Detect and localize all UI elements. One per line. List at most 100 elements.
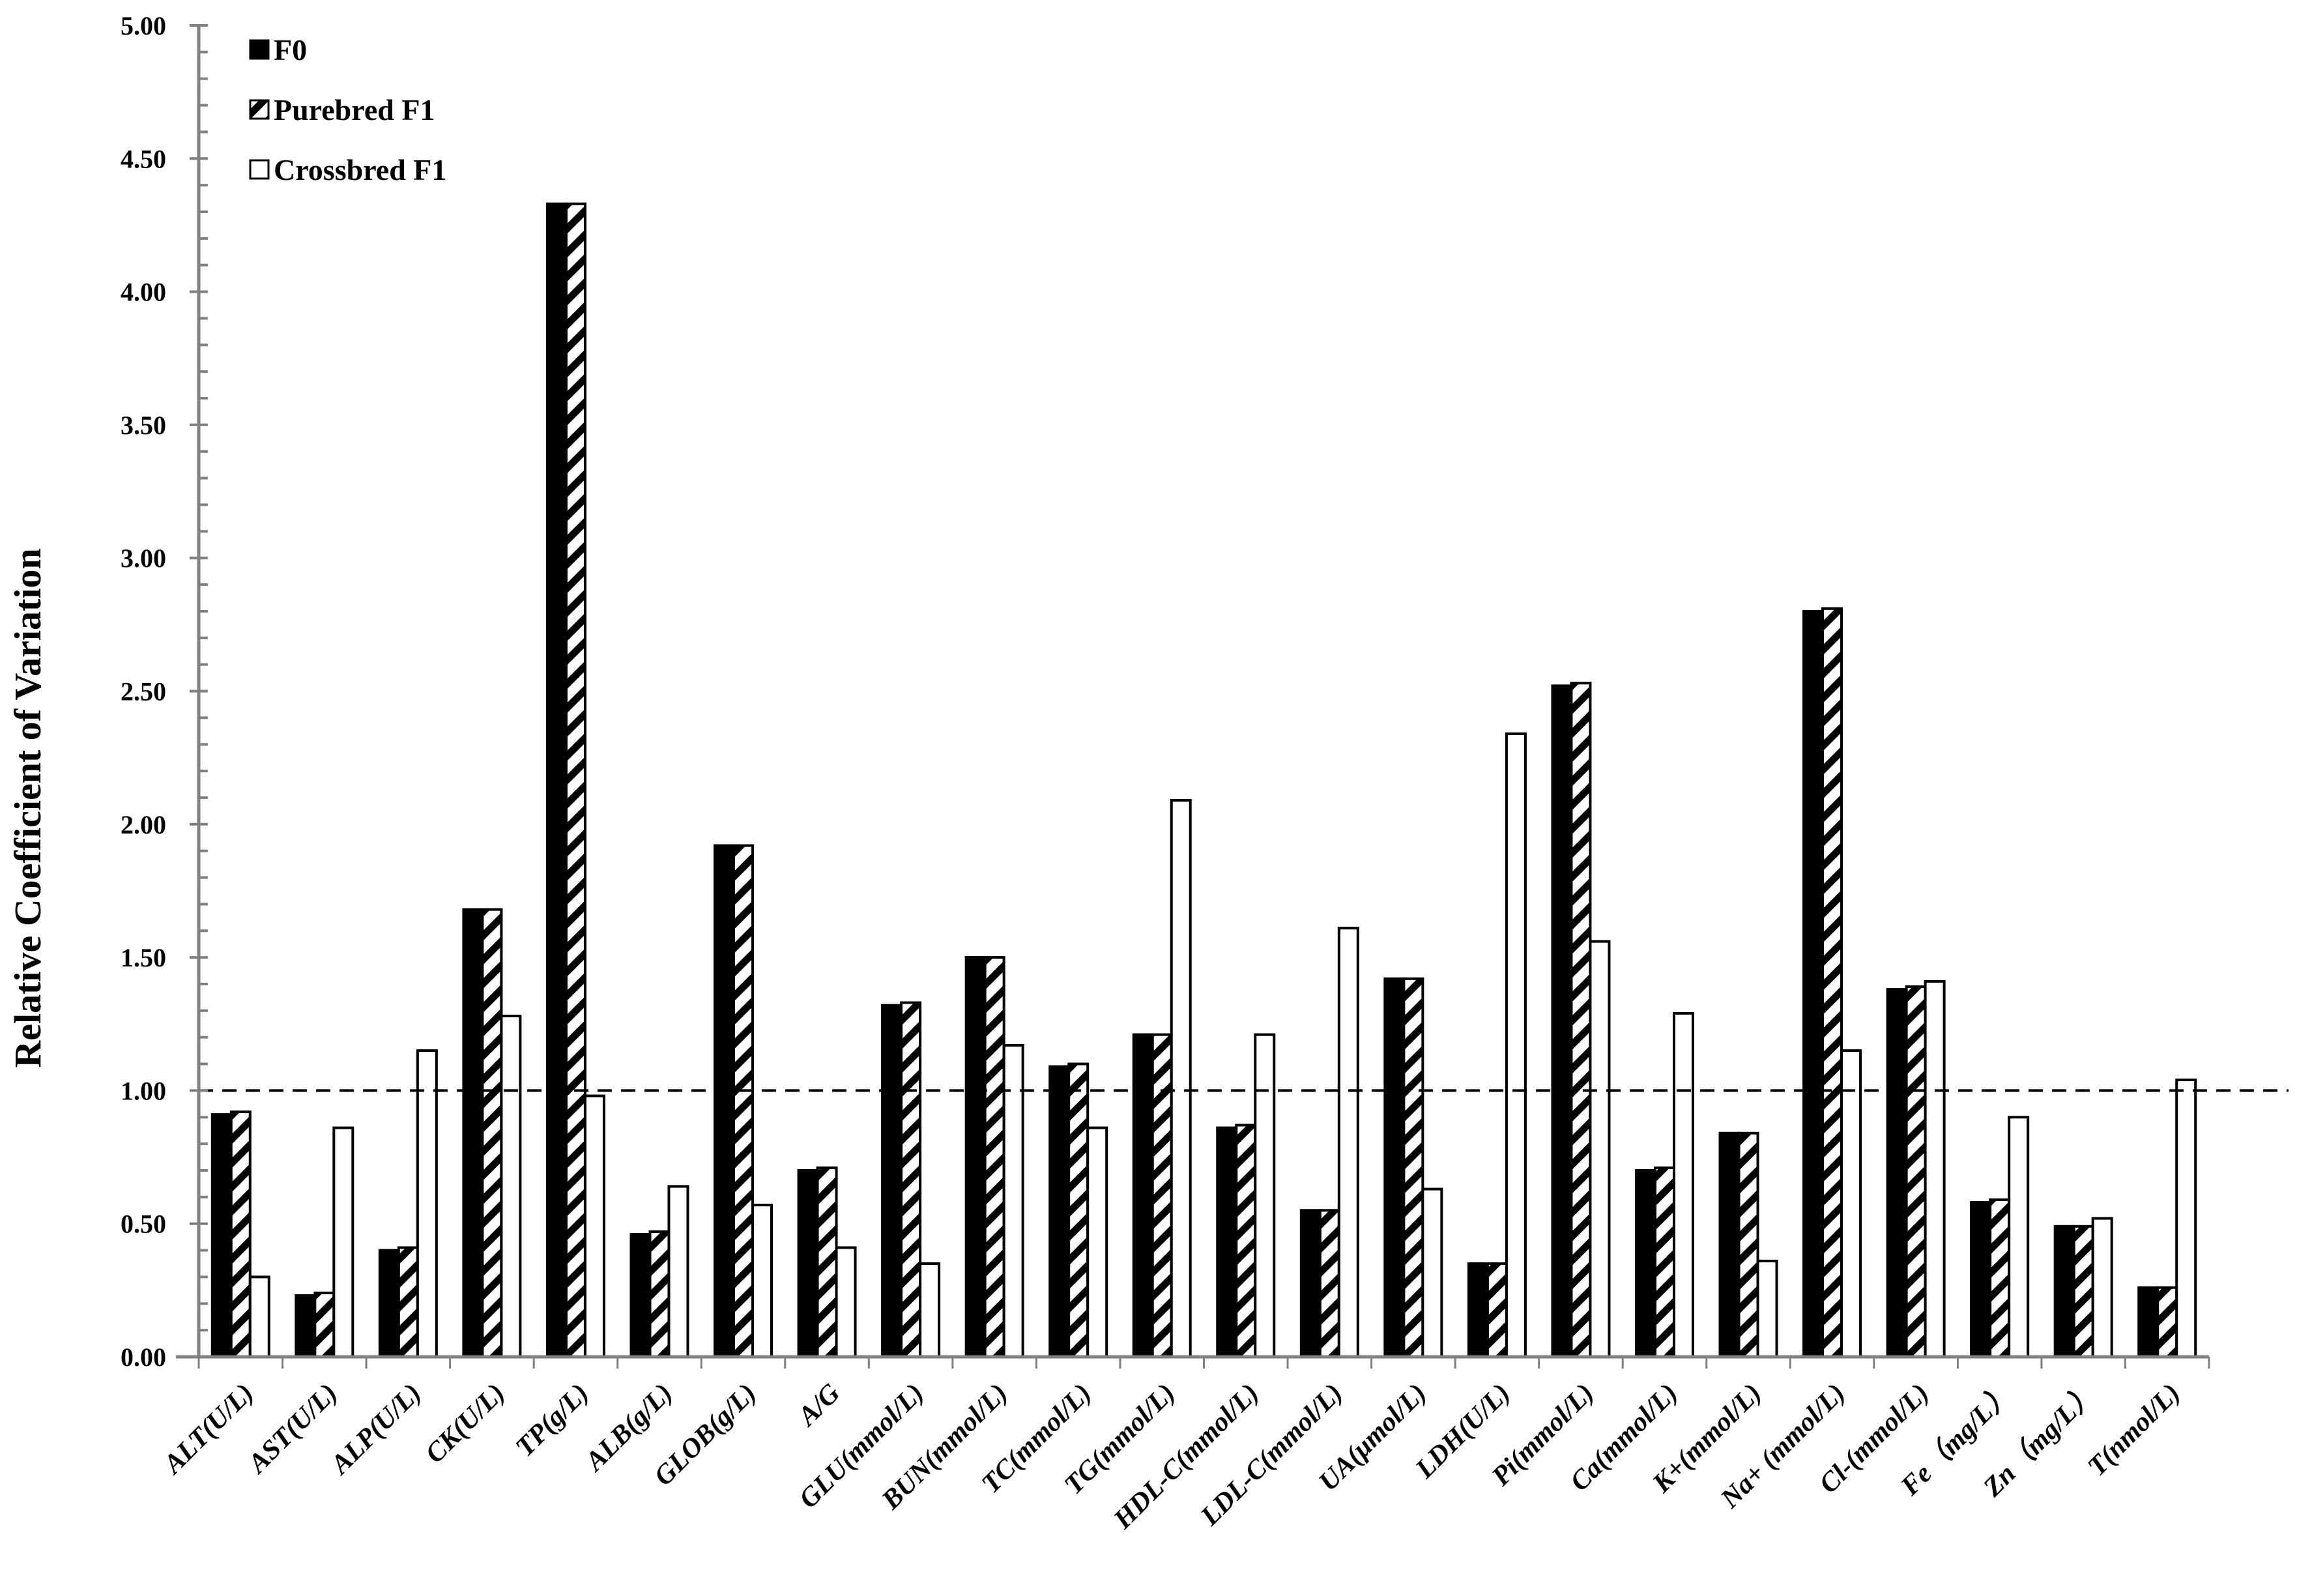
bar-f0 [1216,1126,1238,1358]
x-tick-label: ALT(U/L) [157,1378,260,1481]
y-tick-label: 1.50 [121,943,166,972]
y-tick-label: 0.50 [121,1210,166,1239]
legend-label: Crossbred F1 [274,153,446,186]
bar-f0 [1132,1033,1154,1358]
bar-crossbred-f1 [1421,1187,1443,1359]
bar-purebred-f1 [313,1291,336,1359]
bar-purebred-f1 [1570,682,1592,1358]
bar-purebred-f1 [229,1110,252,1358]
bar-purebred-f1 [2072,1225,2094,1359]
x-tick-label: TP(g/L) [510,1378,595,1463]
bar-f0 [210,1113,233,1358]
legend-swatch-solid [249,39,270,60]
x-tick-label: CK(U/L) [420,1378,511,1470]
legend-swatch-hatched [249,99,270,120]
bar-f0 [462,908,484,1358]
bar-purebred-f1 [481,908,503,1358]
bar-purebred-f1 [2156,1286,2178,1359]
bar-purebred-f1 [397,1246,419,1358]
bar-f0 [881,1004,903,1358]
bar-purebred-f1 [1905,985,1927,1358]
bar-f0 [1634,1168,1656,1358]
y-tick-label: 2.50 [121,677,166,706]
bar-crossbred-f1 [1002,1043,1024,1358]
y-tick-label: 5.00 [121,11,166,40]
y-tick-label: 4.00 [121,278,166,307]
bar-crossbred-f1 [751,1204,773,1359]
bar-f0 [1467,1262,1489,1358]
bar-f0 [1802,609,1825,1358]
bar-purebred-f1 [900,1001,922,1358]
bar-purebred-f1 [983,956,1005,1358]
bar-crossbred-f1 [583,1094,605,1359]
bar-f0 [545,202,568,1359]
bar-purebred-f1 [1151,1033,1173,1358]
bar-crossbred-f1 [1672,1011,1694,1358]
bar-purebred-f1 [732,844,755,1359]
bar-crossbred-f1 [919,1262,941,1358]
y-tick-label: 1.00 [121,1076,166,1105]
bar-f0 [378,1249,400,1359]
bar-f0 [2137,1286,2160,1359]
bar-crossbred-f1 [500,1014,522,1358]
y-tick-label: 2.00 [121,810,166,839]
y-tick-label: 3.00 [121,544,166,573]
bar-purebred-f1 [1402,977,1424,1358]
bar-purebred-f1 [1989,1198,2011,1359]
bar-purebred-f1 [1821,607,1843,1358]
x-tick-label: AST(U/L) [241,1378,343,1481]
y-tick-label: 4.50 [121,144,166,173]
bar-crossbred-f1 [1254,1033,1276,1358]
bar-f0 [1718,1131,1741,1358]
bar-crossbred-f1 [248,1275,270,1359]
y-tick-label: 0.00 [121,1342,166,1372]
y-tick-label: 3.50 [121,411,166,440]
x-tick-label: T(nmol/L) [2082,1378,2186,1483]
x-tick-label: A/G [791,1378,846,1433]
bar-crossbred-f1 [1924,979,1946,1358]
bar-crossbred-f1 [332,1126,354,1358]
legend-label: Purebred F1 [274,93,435,126]
bar-f0 [964,956,987,1358]
x-tick-label: HDL-C(mmol/L) [1108,1378,1265,1535]
bar-f0 [714,844,736,1359]
bar-crossbred-f1 [2175,1079,2197,1359]
bar-crossbred-f1 [1756,1259,1778,1359]
bar-purebred-f1 [648,1230,671,1359]
bar-crossbred-f1 [2091,1217,2113,1358]
bar-f0 [295,1294,317,1358]
bar-f0 [1299,1209,1322,1359]
bar-f0 [1383,977,1406,1358]
bar-f0 [1048,1065,1071,1358]
bar-purebred-f1 [1653,1166,1675,1359]
bar-crossbred-f1 [2008,1116,2030,1358]
bar-purebred-f1 [816,1166,838,1359]
bar-crossbred-f1 [1589,940,1611,1358]
bars-layer [210,202,2197,1359]
bar-f0 [1551,684,1573,1358]
bar-f0 [2053,1225,2075,1359]
x-tick-label: LDL-C(mmol/L) [1194,1378,1348,1532]
bar-f0 [629,1233,652,1358]
bar-purebred-f1 [1486,1262,1508,1358]
bar-crossbred-f1 [1337,927,1359,1359]
axes-layer: 0.00 0.50 1.00 1.50 2.00 2.50 3.00 3.50 4.00 4.50… [121,11,2289,1535]
bar-crossbred-f1 [416,1049,438,1358]
bar-purebred-f1 [1067,1062,1090,1359]
x-tick-label: ALP(U/L) [324,1378,427,1481]
legend-label: F0 [274,33,307,66]
bar-f0 [1886,988,1908,1358]
bar-purebred-f1 [1737,1131,1759,1358]
bar-crossbred-f1 [1505,732,1527,1358]
y-axis-label: Relative Coefficient of Variation [7,548,49,1067]
bar-crossbred-f1 [835,1246,857,1358]
bar-f0 [797,1168,819,1358]
bar-crossbred-f1 [1170,799,1192,1358]
bar-purebred-f1 [1318,1209,1340,1359]
bar-purebred-f1 [564,202,586,1359]
bar-crossbred-f1 [667,1185,689,1358]
bar-crossbred-f1 [1086,1126,1108,1358]
legend-swatch-hollow [249,159,270,180]
